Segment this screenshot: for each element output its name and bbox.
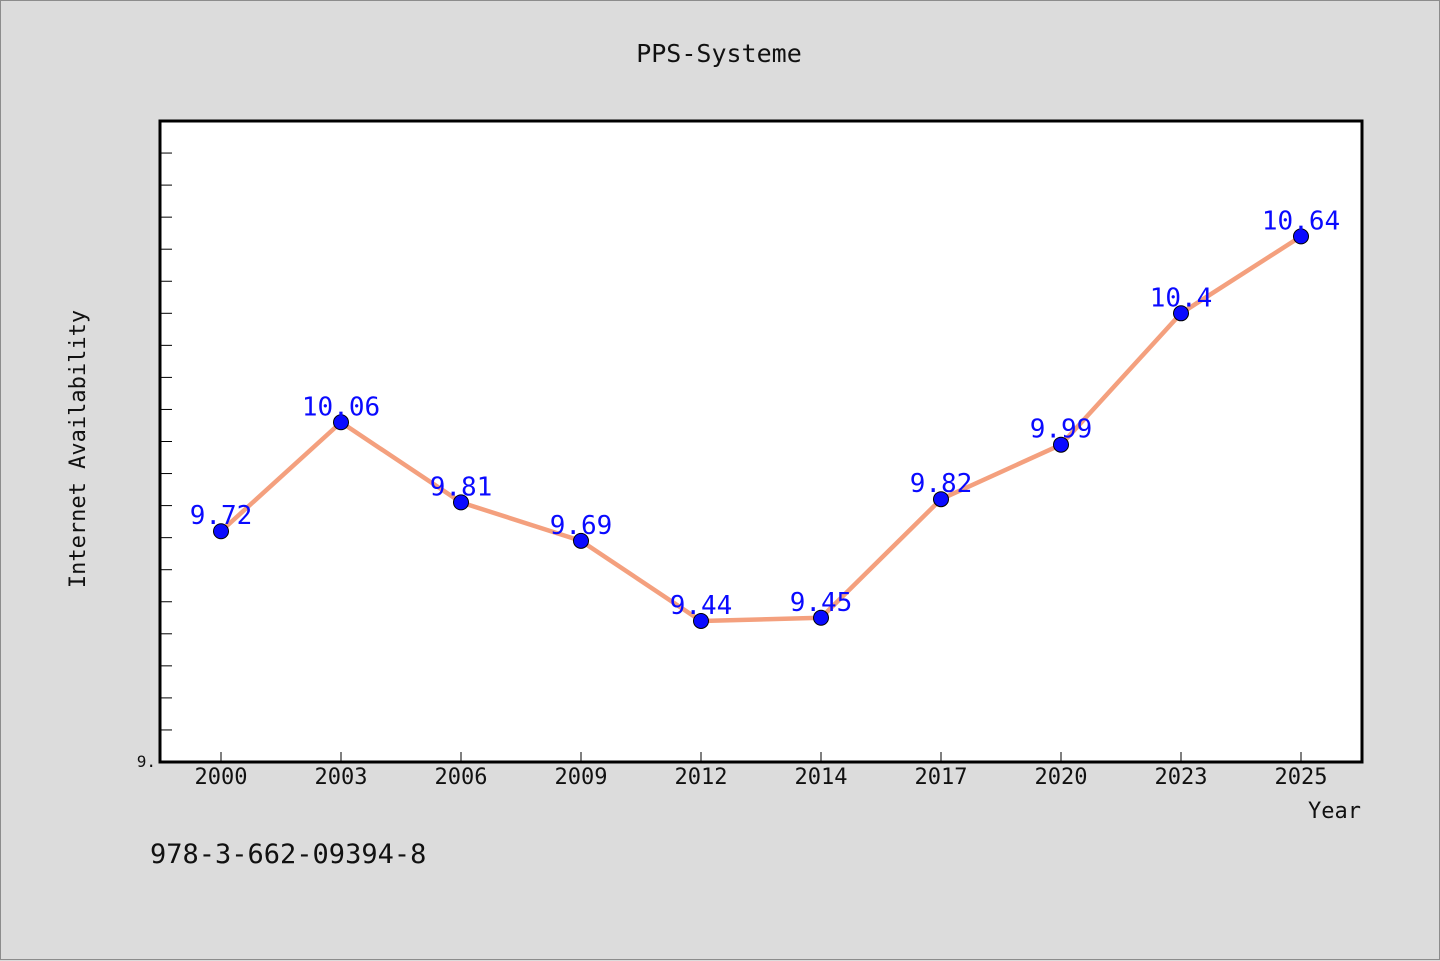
- data-point: [453, 494, 469, 511]
- data-label: 10.64: [1262, 206, 1340, 236]
- data-point: [693, 612, 709, 629]
- data-label: 9.81: [430, 472, 493, 502]
- data-label: 9.44: [670, 591, 733, 621]
- x-tick-label: 2014: [795, 765, 848, 790]
- data-label: 9.82: [910, 469, 973, 499]
- data-point: [333, 414, 349, 431]
- x-tick-label: 2017: [915, 765, 968, 790]
- data-point: [1293, 228, 1309, 245]
- plot-area: [158, 119, 1364, 764]
- y-axis-ticks: 9.: [137, 152, 172, 771]
- data-point: [573, 532, 589, 549]
- isbn-label: 978-3-662-09394-8: [150, 839, 426, 870]
- data-label: 9.69: [550, 511, 613, 541]
- series-line: [218, 234, 1304, 624]
- x-tick-label: 2003: [315, 765, 368, 790]
- data-point: [1053, 436, 1069, 453]
- data-label: 9.45: [790, 588, 853, 618]
- x-axis-label: Year: [1308, 799, 1361, 824]
- x-axis-ticks: 2000 2003 2006 2009 2012 2014 2017 2020 2023 2025: [195, 752, 1328, 790]
- data-label: 10.4: [1150, 283, 1213, 313]
- data-point: [933, 491, 949, 508]
- series-group: 9.72 10.06 9.81 9.69 9.44 9.45 9.82 9.99 10.4 10.…: [190, 206, 1340, 629]
- data-label: 9.99: [1030, 415, 1093, 445]
- data-label: 10.06: [302, 392, 380, 422]
- data-point: [213, 523, 229, 540]
- y-tick-label: 9.: [137, 752, 156, 771]
- data-point: [1173, 305, 1189, 322]
- y-axis-label: Internet Availability: [66, 310, 91, 588]
- data-label: 9.72: [190, 501, 253, 531]
- chart-title: PPS-Systeme: [636, 39, 802, 68]
- data-point: [813, 609, 829, 626]
- x-tick-label: 2009: [555, 765, 608, 790]
- x-tick-label: 2000: [195, 765, 248, 790]
- x-tick-label: 2020: [1035, 765, 1088, 790]
- x-tick-label: 2025: [1275, 765, 1328, 790]
- x-tick-label: 2023: [1155, 765, 1208, 790]
- x-tick-label: 2006: [435, 765, 488, 790]
- x-tick-label: 2012: [675, 765, 728, 790]
